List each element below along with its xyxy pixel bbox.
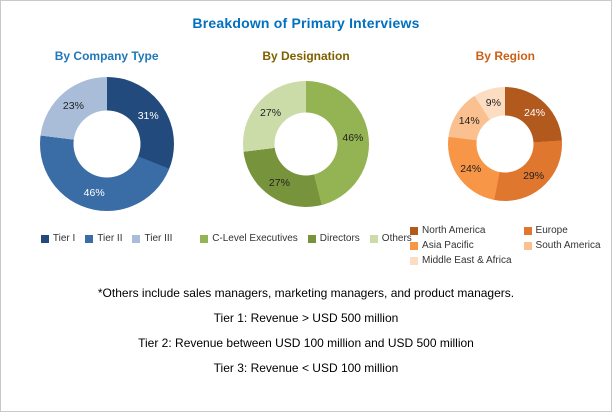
legend-label: Asia Pacific xyxy=(422,240,474,251)
legend-swatch xyxy=(40,234,49,243)
legend-label: Europe xyxy=(535,225,568,236)
legend-swatch xyxy=(410,256,419,265)
slice-value-label: 9% xyxy=(485,96,501,109)
legend-item: Others xyxy=(369,233,412,244)
legend-swatch xyxy=(307,234,316,243)
tier-note-1: Tier 1: Revenue > USD 500 million xyxy=(213,311,399,325)
legend-item: Middle East & Africa xyxy=(410,255,512,266)
donut-wrap-region: 24% 29% 24% 14% 9% xyxy=(448,69,563,219)
legend-swatch xyxy=(523,241,532,250)
tier-note-2: Tier 2: Revenue between USD 100 million … xyxy=(138,336,474,350)
legend-item: Directors xyxy=(307,233,360,244)
slice-value-label: 46% xyxy=(342,132,364,145)
legend-item: Tier II xyxy=(85,233,122,244)
donut-hole xyxy=(274,112,338,176)
tier-note-3: Tier 3: Revenue < USD 100 million xyxy=(213,361,399,375)
donut-region: 24% 29% 24% 14% 9% xyxy=(448,87,563,201)
charts-row: By Company Type 31% 46% 23% Tier I Tier II T… xyxy=(1,49,611,266)
slice-value-label: 24% xyxy=(524,106,546,119)
legend-label: Others xyxy=(381,233,412,244)
footnote-others: *Others include sales managers, marketin… xyxy=(97,286,515,300)
figure-title: Breakdown of Primary Interviews xyxy=(192,15,420,31)
legend-region: North America Europe Asia Pacific South Ame… xyxy=(410,225,601,266)
legend-swatch xyxy=(132,234,141,243)
legend-item: Tier III xyxy=(132,233,172,244)
chart-designation: By Designation 46% 27% 27% C-Level Executi… xyxy=(200,49,412,266)
legend-item: Tier I xyxy=(40,233,76,244)
legend-item: Europe xyxy=(523,225,601,236)
legend-label: Tier I xyxy=(52,233,76,244)
chart-heading-region: By Region xyxy=(475,49,535,63)
chart-heading-designation: By Designation xyxy=(262,49,350,63)
donut-wrap-company-type: 31% 46% 23% xyxy=(39,69,174,219)
legend-label: Directors xyxy=(319,233,360,244)
legend-label: Tier II xyxy=(97,233,123,244)
legend-swatch xyxy=(410,241,419,250)
chart-heading-company-type: By Company Type xyxy=(54,49,159,63)
legend-label: North America xyxy=(422,225,486,236)
slice-value-label: 31% xyxy=(137,109,159,122)
legend-company-type: Tier I Tier II Tier III xyxy=(40,233,172,244)
slice-value-label: 23% xyxy=(62,100,84,113)
donut-designation: 46% 27% 27% xyxy=(242,81,369,207)
legend-swatch xyxy=(85,234,94,243)
slice-value-label: 29% xyxy=(523,170,545,183)
legend-item: C-Level Executives xyxy=(200,233,298,244)
slice-value-label: 46% xyxy=(83,186,105,199)
slice-value-label: 27% xyxy=(260,106,282,119)
legend-swatch xyxy=(523,226,532,235)
slice-value-label: 27% xyxy=(268,177,290,190)
legend-label: Middle East & Africa xyxy=(422,255,512,266)
slice-value-label: 14% xyxy=(458,115,480,128)
legend-swatch xyxy=(369,234,378,243)
chart-region: By Region 24% 29% 24% 14% 9% North America Eu… xyxy=(406,49,605,266)
donut-hole xyxy=(476,115,534,173)
legend-swatch xyxy=(410,226,419,235)
legend-swatch xyxy=(200,234,209,243)
donut-hole xyxy=(73,110,141,178)
legend-item: North America xyxy=(410,225,511,236)
legend-label: South America xyxy=(535,240,601,251)
chart-company-type: By Company Type 31% 46% 23% Tier I Tier II T… xyxy=(7,49,206,266)
legend-designation: C-Level Executives Directors Others xyxy=(200,233,412,244)
legend-label: Tier III xyxy=(144,233,173,244)
donut-company-type: 31% 46% 23% xyxy=(39,77,174,211)
donut-wrap-designation: 46% 27% 27% xyxy=(242,69,369,219)
legend-item: Asia Pacific xyxy=(410,240,511,251)
legend-item: South America xyxy=(523,240,601,251)
legend-label: C-Level Executives xyxy=(212,233,298,244)
slice-value-label: 24% xyxy=(460,163,482,176)
